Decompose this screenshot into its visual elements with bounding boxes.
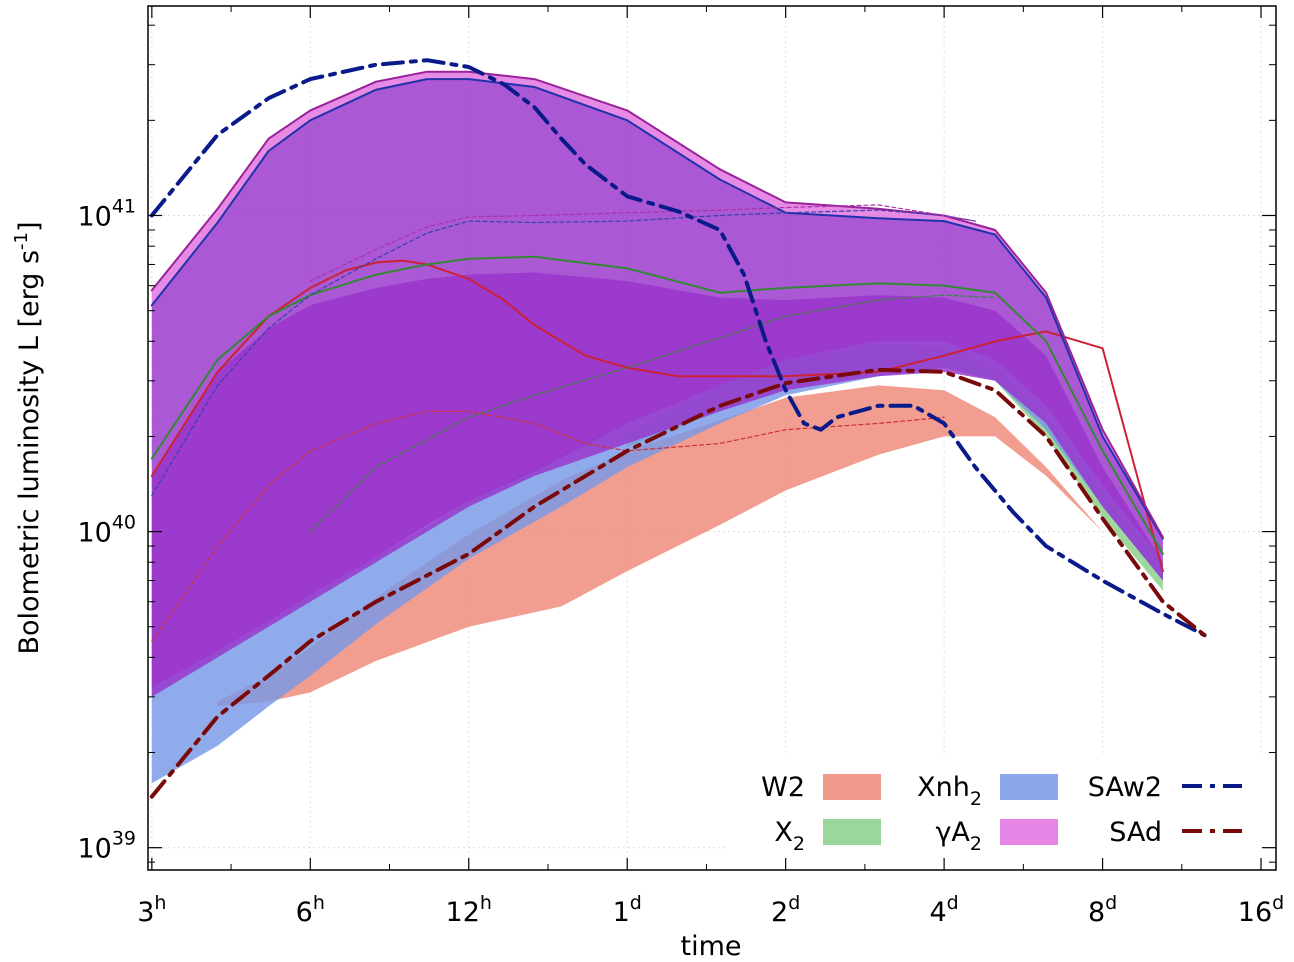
- legend-label-main: Xnh: [917, 772, 970, 803]
- legend-label-saw2: SAw2: [1088, 772, 1162, 803]
- legend-label-gammaa2: γA2: [935, 817, 982, 855]
- legend-label-main: W2: [761, 772, 805, 803]
- line-sad: [149, 367, 1207, 799]
- legend-label-xnh2: Xnh2: [917, 772, 982, 810]
- line-x2-model: [150, 255, 1164, 555]
- x-tick-unit: d: [1105, 892, 1117, 914]
- x-tick-unit: h: [313, 892, 325, 914]
- x-tick-number: 4: [929, 897, 946, 928]
- x-tick-number: 6: [296, 897, 313, 928]
- band-sad: [151, 272, 1163, 697]
- legend-swatch-gammaa2: [1000, 819, 1058, 845]
- legend-label-x2: X2: [774, 817, 805, 855]
- y-axis-title-close: ]: [14, 221, 45, 232]
- legend-label-main: γA: [935, 817, 970, 848]
- y-tick-exponent: 41: [112, 195, 136, 217]
- x-tick-label: 6h: [296, 892, 325, 928]
- x-tick-label: 4d: [929, 892, 958, 928]
- x-tick-label: 8d: [1088, 892, 1117, 928]
- x-tick-number: 1: [613, 897, 630, 928]
- x-tick-unit: d: [630, 892, 642, 914]
- x-tick-number: 3: [137, 897, 154, 928]
- line-saw2: [149, 58, 1207, 638]
- line-saw2-alt: [151, 209, 976, 497]
- x-tick-number: 8: [1088, 897, 1105, 928]
- legend-label-main: X: [774, 817, 793, 848]
- y-tick-exponent: 40: [112, 512, 136, 534]
- legend-background: [725, 755, 1270, 865]
- legend-label-subscript: 2: [970, 833, 982, 855]
- legend-swatch-x2: [823, 819, 881, 845]
- y-axis-title: Bolometric luminosity L [erg s-1]: [11, 221, 45, 654]
- line-saw2-model: [150, 78, 1164, 540]
- x-tick-label: 3h: [137, 892, 166, 928]
- x-tick-number: 16: [1238, 897, 1272, 928]
- y-tick-label: 1041: [77, 195, 136, 232]
- x-tick-label: 16d: [1238, 892, 1284, 928]
- x-tick-label: 12h: [446, 892, 492, 928]
- y-tick-base: 10: [77, 201, 111, 232]
- x-tick-unit: d: [947, 892, 959, 914]
- x-tick-unit: d: [788, 892, 800, 914]
- legend-label-w2: W2: [761, 772, 805, 803]
- y-tick-base: 10: [77, 834, 111, 865]
- x-tick-unit: h: [480, 892, 492, 914]
- y-axis-title-main: Bolometric luminosity L [erg s: [14, 250, 45, 655]
- line-layer: [149, 58, 1207, 799]
- x-axis-title: time: [680, 931, 741, 962]
- legend-label-subscript: 2: [793, 833, 805, 855]
- y-tick-base: 10: [77, 518, 111, 549]
- band-w2: [217, 385, 1163, 707]
- x-tick-number: 2: [771, 897, 788, 928]
- line-sad-model: [150, 70, 1164, 539]
- line-w2-model: [150, 259, 1164, 573]
- legend-label-subscript: 2: [970, 788, 982, 810]
- legend-swatch-w2: [823, 774, 881, 800]
- x-tick-unit: d: [1272, 892, 1284, 914]
- band-layer: [151, 71, 1163, 784]
- plot-frame: [147, 5, 1277, 871]
- legend-label-main: SAd: [1109, 817, 1162, 848]
- y-tick-exponent: 39: [112, 828, 136, 850]
- x-tick-number: 12: [446, 897, 480, 928]
- x-tick-label: 1d: [613, 892, 642, 928]
- x-tick-label: 2d: [771, 892, 800, 928]
- legend-swatch-xnh2: [1000, 774, 1058, 800]
- x-tick-unit: h: [154, 892, 166, 914]
- legend-label-sad: SAd: [1109, 817, 1162, 848]
- line-sad-alt: [309, 204, 976, 282]
- y-axis-title-exponent: -1: [11, 232, 32, 250]
- line-w2-alt: [151, 410, 945, 642]
- y-tick-label: 1039: [77, 828, 136, 865]
- legend-label-main: SAw2: [1088, 772, 1162, 803]
- y-tick-label: 1040: [77, 512, 136, 549]
